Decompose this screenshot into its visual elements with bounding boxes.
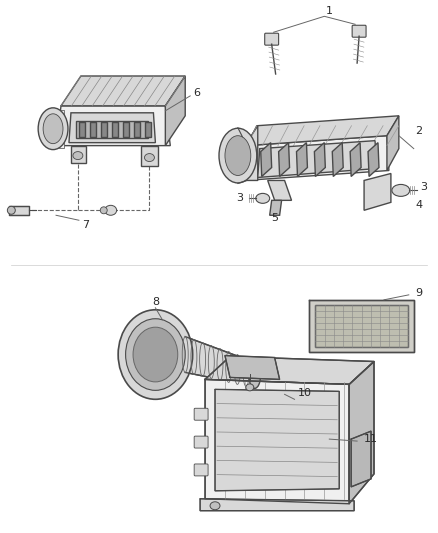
Polygon shape <box>101 122 107 136</box>
Text: 9: 9 <box>415 288 422 298</box>
Polygon shape <box>315 305 408 346</box>
Polygon shape <box>261 143 272 176</box>
Ellipse shape <box>219 128 257 183</box>
Ellipse shape <box>145 154 155 161</box>
Ellipse shape <box>249 360 261 389</box>
Polygon shape <box>53 110 64 148</box>
Polygon shape <box>225 356 279 379</box>
Text: 8: 8 <box>152 297 159 307</box>
Text: 6: 6 <box>194 88 201 98</box>
Text: 11: 11 <box>364 434 378 444</box>
Polygon shape <box>250 360 272 389</box>
Polygon shape <box>349 361 374 504</box>
Polygon shape <box>79 122 85 136</box>
Polygon shape <box>351 431 371 487</box>
Polygon shape <box>76 121 148 138</box>
Polygon shape <box>69 113 155 143</box>
Polygon shape <box>268 181 292 200</box>
Polygon shape <box>134 122 140 136</box>
FancyBboxPatch shape <box>194 408 208 420</box>
Ellipse shape <box>225 136 251 175</box>
Text: 2: 2 <box>415 126 422 136</box>
Text: 3: 3 <box>237 193 244 204</box>
Ellipse shape <box>100 207 107 214</box>
Polygon shape <box>279 143 290 176</box>
FancyBboxPatch shape <box>194 436 208 448</box>
Polygon shape <box>200 499 354 511</box>
Text: 7: 7 <box>82 220 89 230</box>
Polygon shape <box>71 146 86 163</box>
Text: 4: 4 <box>415 200 422 211</box>
Polygon shape <box>56 106 170 146</box>
Polygon shape <box>247 116 399 146</box>
Polygon shape <box>350 143 361 176</box>
Polygon shape <box>245 136 389 181</box>
Polygon shape <box>332 143 343 176</box>
Polygon shape <box>258 141 377 177</box>
Ellipse shape <box>256 193 270 203</box>
Ellipse shape <box>73 151 83 159</box>
Polygon shape <box>123 122 129 136</box>
Ellipse shape <box>246 384 254 391</box>
Polygon shape <box>90 122 96 136</box>
Polygon shape <box>205 379 349 504</box>
Polygon shape <box>270 200 282 215</box>
Ellipse shape <box>210 502 220 510</box>
Ellipse shape <box>392 184 410 196</box>
Text: 3: 3 <box>420 182 427 192</box>
Polygon shape <box>368 143 379 176</box>
Polygon shape <box>245 126 258 181</box>
Ellipse shape <box>38 108 68 150</box>
Polygon shape <box>309 300 414 352</box>
Polygon shape <box>387 116 399 171</box>
Ellipse shape <box>105 205 117 215</box>
Polygon shape <box>61 76 185 106</box>
Text: 1: 1 <box>326 6 333 17</box>
Ellipse shape <box>7 206 15 214</box>
Polygon shape <box>297 143 307 176</box>
Polygon shape <box>145 122 152 136</box>
Ellipse shape <box>118 310 193 399</box>
Polygon shape <box>112 122 118 136</box>
FancyBboxPatch shape <box>194 464 208 476</box>
Polygon shape <box>215 389 339 491</box>
FancyBboxPatch shape <box>352 25 366 37</box>
Polygon shape <box>141 146 159 166</box>
Polygon shape <box>364 173 391 211</box>
Text: 5: 5 <box>271 213 278 223</box>
FancyBboxPatch shape <box>265 33 279 45</box>
Polygon shape <box>165 76 185 146</box>
Polygon shape <box>185 337 255 386</box>
Ellipse shape <box>126 319 185 390</box>
Polygon shape <box>205 357 374 384</box>
Text: 10: 10 <box>297 389 311 398</box>
Polygon shape <box>9 206 29 215</box>
Ellipse shape <box>133 327 178 382</box>
Polygon shape <box>314 143 325 176</box>
Ellipse shape <box>43 114 63 144</box>
